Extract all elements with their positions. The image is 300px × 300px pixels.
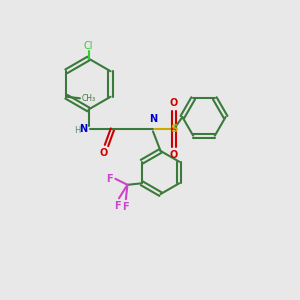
Text: O: O	[170, 98, 178, 108]
Text: F: F	[106, 174, 112, 184]
Text: F: F	[123, 202, 129, 212]
Text: H: H	[74, 126, 80, 135]
Text: Cl: Cl	[84, 41, 93, 51]
Text: O: O	[100, 148, 108, 158]
Text: N: N	[149, 115, 157, 124]
Text: CH₃: CH₃	[81, 94, 95, 103]
Text: F: F	[114, 201, 121, 211]
Text: O: O	[170, 150, 178, 160]
Text: S: S	[170, 124, 178, 134]
Text: N: N	[79, 124, 87, 134]
